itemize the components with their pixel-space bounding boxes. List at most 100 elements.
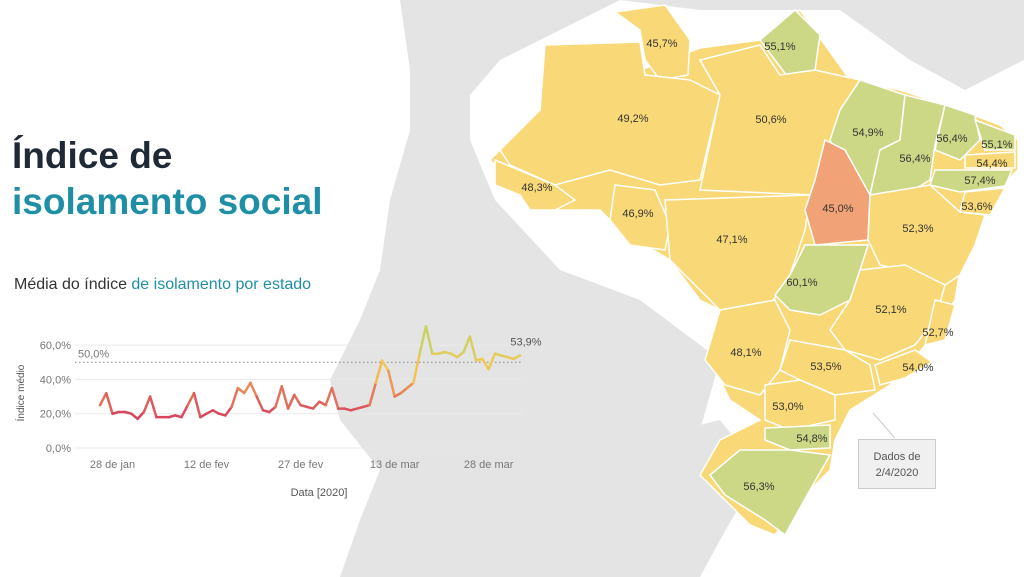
source-note: Dados de 2/4/2020 bbox=[858, 439, 936, 489]
series-segment bbox=[330, 386, 340, 410]
y-tick-label: 0,0% bbox=[46, 443, 71, 455]
series-segment bbox=[249, 381, 258, 398]
x-axis-title: Data [2020] bbox=[291, 487, 348, 499]
reference-line-label: 50,0% bbox=[78, 348, 109, 360]
series-segment bbox=[424, 325, 434, 355]
map-label: 52,7% bbox=[922, 327, 953, 339]
series-segment bbox=[136, 410, 146, 421]
series-segment bbox=[456, 350, 465, 359]
y-tick-label: 60,0% bbox=[40, 340, 71, 352]
state-tocantins bbox=[804, 138, 871, 246]
map-label: 55,1% bbox=[981, 139, 1012, 151]
series-segment bbox=[311, 400, 321, 410]
state-bahia bbox=[867, 184, 987, 286]
state-goias bbox=[774, 244, 870, 316]
map-label: 46,9% bbox=[622, 208, 653, 220]
series-segment bbox=[412, 352, 421, 385]
page-title-line1: Índice de bbox=[12, 135, 173, 176]
state-rondonia bbox=[609, 184, 671, 251]
series-segment bbox=[230, 386, 240, 409]
state-pe bbox=[929, 169, 1014, 193]
state-ceara bbox=[934, 104, 981, 161]
x-tick-label: 13 de mar bbox=[370, 459, 420, 471]
series-segment bbox=[387, 369, 396, 398]
series-segment bbox=[468, 335, 478, 362]
map-label: 54,9% bbox=[852, 127, 883, 139]
series-segment bbox=[192, 391, 202, 419]
line-chart: 60,0% 40,0% 20,0% 0,0% 50,0% 28 de jan 12 de f… bbox=[14, 325, 542, 499]
map-label: 54,4% bbox=[976, 158, 1007, 170]
series-segment bbox=[242, 381, 252, 395]
series-segment bbox=[512, 354, 522, 361]
series-segment bbox=[280, 385, 290, 410]
state-es bbox=[924, 299, 956, 347]
page-title-line2: isolamento social bbox=[12, 181, 323, 222]
state-acre bbox=[494, 158, 577, 211]
map-label: 50,6% bbox=[755, 114, 786, 126]
map-label: 53,0% bbox=[772, 401, 803, 413]
series-segment bbox=[148, 395, 158, 419]
source-pointer bbox=[872, 412, 896, 439]
map-label: 48,1% bbox=[730, 347, 761, 359]
state-pb bbox=[964, 151, 1016, 169]
series-segment bbox=[399, 386, 409, 395]
x-tick-label: 28 de jan bbox=[90, 459, 135, 471]
y-axis-title: Índice médio bbox=[14, 364, 27, 421]
map-label: 55,1% bbox=[764, 41, 795, 53]
series-segment bbox=[487, 352, 497, 371]
state-rs bbox=[708, 449, 832, 537]
state-al-se bbox=[959, 187, 1007, 216]
source-line1: Dados de bbox=[873, 451, 921, 463]
series-segment bbox=[380, 359, 390, 373]
map-label: 57,4% bbox=[964, 175, 995, 187]
map-label: 54,0% bbox=[902, 362, 933, 374]
series-segment bbox=[324, 386, 334, 407]
map-label: 49,2% bbox=[617, 113, 648, 125]
last-value-label: 53,9% bbox=[510, 336, 541, 348]
series-segment bbox=[368, 381, 378, 407]
series-segment bbox=[293, 393, 302, 407]
series-segment bbox=[142, 395, 152, 414]
state-amazonas bbox=[499, 41, 721, 186]
series-segment bbox=[236, 386, 246, 395]
state-rn bbox=[973, 118, 1016, 151]
series-segment bbox=[255, 395, 265, 412]
series-segment bbox=[268, 405, 277, 414]
map-label: 52,1% bbox=[875, 304, 906, 316]
chart-subtitle: Média do índice de isolamento por estado bbox=[14, 276, 311, 294]
state-parana bbox=[764, 379, 836, 431]
map-label: 60,1% bbox=[786, 277, 817, 289]
series-segment bbox=[274, 385, 284, 409]
neighbor-land bbox=[330, 0, 1024, 577]
y-tick-label: 40,0% bbox=[40, 374, 71, 386]
series-segment bbox=[224, 405, 233, 417]
series-segment bbox=[180, 403, 190, 419]
series-segment bbox=[462, 335, 472, 354]
series-segment bbox=[481, 357, 490, 371]
x-tick-label: 12 de fev bbox=[184, 459, 230, 471]
series-segment bbox=[405, 381, 415, 390]
map-label: 56,4% bbox=[899, 153, 930, 165]
map-label: 45,0% bbox=[822, 203, 853, 215]
state-minas bbox=[829, 264, 946, 361]
series-segment bbox=[130, 412, 139, 421]
map-label: 54,8% bbox=[796, 433, 827, 445]
series-segment bbox=[186, 391, 196, 407]
series-segment bbox=[286, 393, 296, 410]
source-line2: 2/4/2020 bbox=[875, 467, 919, 479]
state-ms bbox=[704, 299, 791, 396]
map-label: 48,3% bbox=[521, 182, 552, 194]
map-label: 47,1% bbox=[716, 234, 747, 246]
y-tick-label: 20,0% bbox=[40, 409, 71, 421]
map-label: 52,3% bbox=[902, 223, 933, 235]
map-label: 53,5% bbox=[810, 361, 841, 373]
state-sc bbox=[764, 424, 831, 451]
series-segment bbox=[418, 325, 428, 355]
x-tick-label: 28 de mar bbox=[464, 459, 514, 471]
subtitle-highlight: de isolamento por estado bbox=[131, 276, 312, 293]
map-label: 56,3% bbox=[743, 481, 774, 493]
state-rj bbox=[874, 349, 934, 386]
map-label: 53,6% bbox=[961, 201, 992, 213]
map-label: 45,7% bbox=[646, 38, 677, 50]
